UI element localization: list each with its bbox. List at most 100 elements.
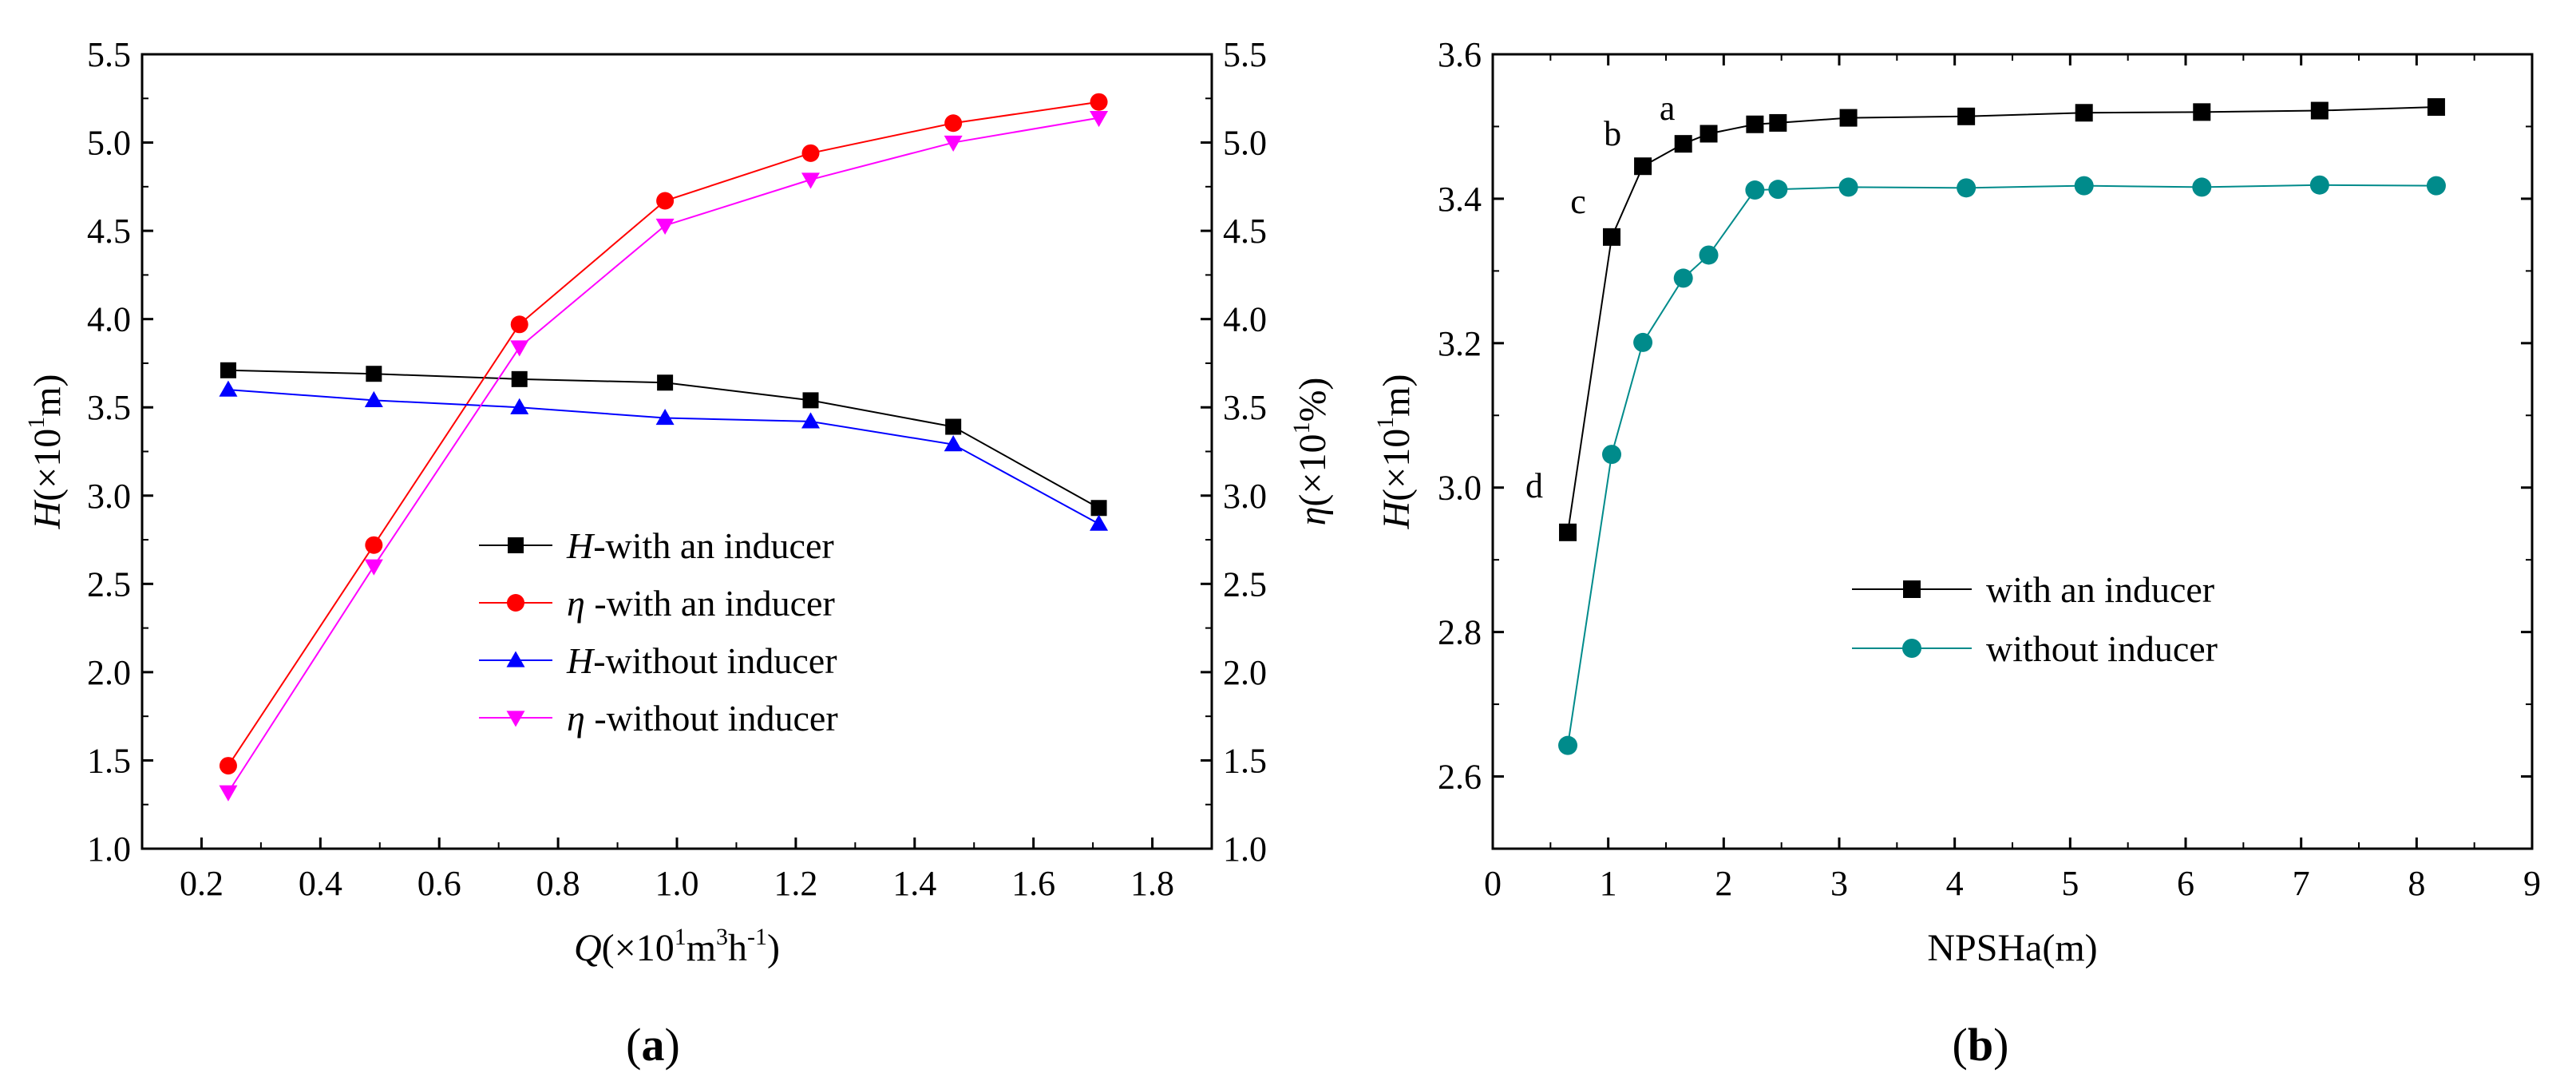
y-left-tick-label: 4.0 [87,300,131,339]
data-point-0-2 [1634,157,1652,176]
data-point-2-0 [219,380,238,397]
panel-paren: ( [626,1019,641,1071]
data-point-1-0 [1558,735,1578,755]
data-point-1-5 [944,114,963,133]
panel-label-a: (a) [626,1019,680,1071]
data-point-0-4 [802,392,819,409]
data-point-1-0 [219,757,237,775]
data-point-3-2 [510,340,529,357]
data-point-1-9 [2074,176,2094,196]
legend-label-symbol: η [567,698,585,739]
x-tick-label: 1.8 [1130,864,1174,903]
y-axis-label-symbol: H [1375,500,1418,530]
data-point-1-12 [2426,176,2446,196]
x-tick-label: 0 [1484,864,1502,903]
series-line-with-an-inducer [1567,106,2436,533]
y-right-tick-label: 4.0 [1223,300,1267,339]
point-label-b: b [1604,114,1621,153]
y-right-tick-label: 2.0 [1223,653,1267,692]
y-left-tick-label: 5.0 [87,124,131,163]
legend-label: η -with an inducer [567,583,835,624]
legend-marker [507,594,524,612]
series-line-without-inducer-2 [228,389,1100,525]
data-point-0-0 [220,362,236,378]
y-right-axis-label-sup: 1 [1288,422,1315,434]
x-tick-label: 7 [2293,864,2310,903]
data-point-1-6 [1090,93,1108,111]
x-axis-label: Q(×101m3h-1) [574,924,780,969]
data-point-0-9 [2075,104,2093,122]
legend-label-text: -with an inducer [585,583,835,624]
data-point-1-4 [1699,245,1719,265]
data-point-1-6 [1768,180,1788,200]
legend-marker [1903,580,1921,598]
y-left-axis-label-suffix: m) [26,374,69,416]
x-tick-label: 0.2 [180,864,224,903]
data-point-3-3 [655,218,675,235]
legend-marker [506,651,525,667]
y-tick-label: 2.6 [1438,758,1482,797]
data-point-3-5 [944,135,963,152]
y-left-tick-label: 3.5 [87,388,131,427]
data-point-2-5 [944,435,963,452]
x-tick-label: 1.2 [774,864,817,903]
y-left-axis-label-sup: 1 [23,417,49,429]
legend-label-symbol: H [566,525,596,566]
y-tick-label: 2.8 [1438,613,1482,652]
y-left-tick-label: 2.5 [87,564,131,604]
legend-label-text: -without inducer [585,698,838,739]
y-left-axis-label-prefix: (×10 [26,429,69,501]
data-point-2-3 [655,408,675,426]
data-point-3-4 [801,172,820,189]
data-point-0-6 [1090,500,1107,517]
data-point-0-10 [2193,103,2211,121]
x-axis-label-unit: m [687,927,716,969]
legend-label: without inducer [1986,628,2218,669]
y-right-tick-label: 3.0 [1223,477,1267,516]
y-right-axis-label-suffix: %) [1292,378,1334,422]
legend-label: with an inducer [1986,569,2214,610]
data-point-0-2 [511,370,528,387]
y-tick-label: 3.2 [1438,324,1482,363]
y-axis-label-prefix: (×10 [1375,429,1418,501]
data-point-2-1 [364,390,383,408]
x-tick-label: 4 [1946,864,1964,903]
legend-label: η -without inducer [567,698,838,739]
legend-label-text: -without inducer [593,640,837,681]
y-right-tick-label: 3.5 [1223,388,1267,427]
panel-letter: b [1968,1019,1993,1071]
panel-paren: ) [665,1019,680,1071]
data-point-1-11 [2309,175,2329,195]
y-tick-label: 3.6 [1438,35,1482,74]
y-right-axis-label-symbol: η [1292,507,1334,526]
data-point-1-7 [1838,177,1858,197]
x-axis-label-prefix: (×10 [602,927,675,969]
legend-marker [1902,639,1921,658]
x-axis-label: NPSHa(m) [1927,927,2097,969]
data-point-0-5 [1746,115,1764,133]
y-right-axis-label: η(×101%) [1288,378,1334,526]
y-left-tick-label: 5.5 [87,35,131,74]
x-axis-label-symbol: Q [574,927,602,969]
data-point-3-1 [364,559,383,576]
x-tick-label: 0.4 [299,864,342,903]
legend-label-symbol: η [567,583,585,624]
y-right-tick-label: 1.5 [1223,741,1267,780]
y-tick-label: 3.4 [1438,180,1482,219]
data-point-0-11 [2310,101,2329,120]
point-label-a: a [1660,89,1676,128]
legend-label: H-without inducer [566,640,837,681]
x-tick-label: 0.6 [417,864,461,903]
series-line-with-an-inducer-0 [228,369,1100,509]
x-axis-label-sup: 1 [675,924,687,950]
y-right-tick-label: 4.5 [1223,212,1267,251]
x-tick-label: 2 [1715,864,1732,903]
data-point-1-3 [1673,268,1693,288]
data-point-1-3 [656,192,675,210]
panel-letter: a [642,1019,665,1071]
y-left-tick-label: 1.0 [87,830,131,869]
data-point-2-6 [1090,514,1109,531]
data-point-0-1 [366,366,382,382]
y-left-axis-label: H(×101m) [23,374,69,529]
